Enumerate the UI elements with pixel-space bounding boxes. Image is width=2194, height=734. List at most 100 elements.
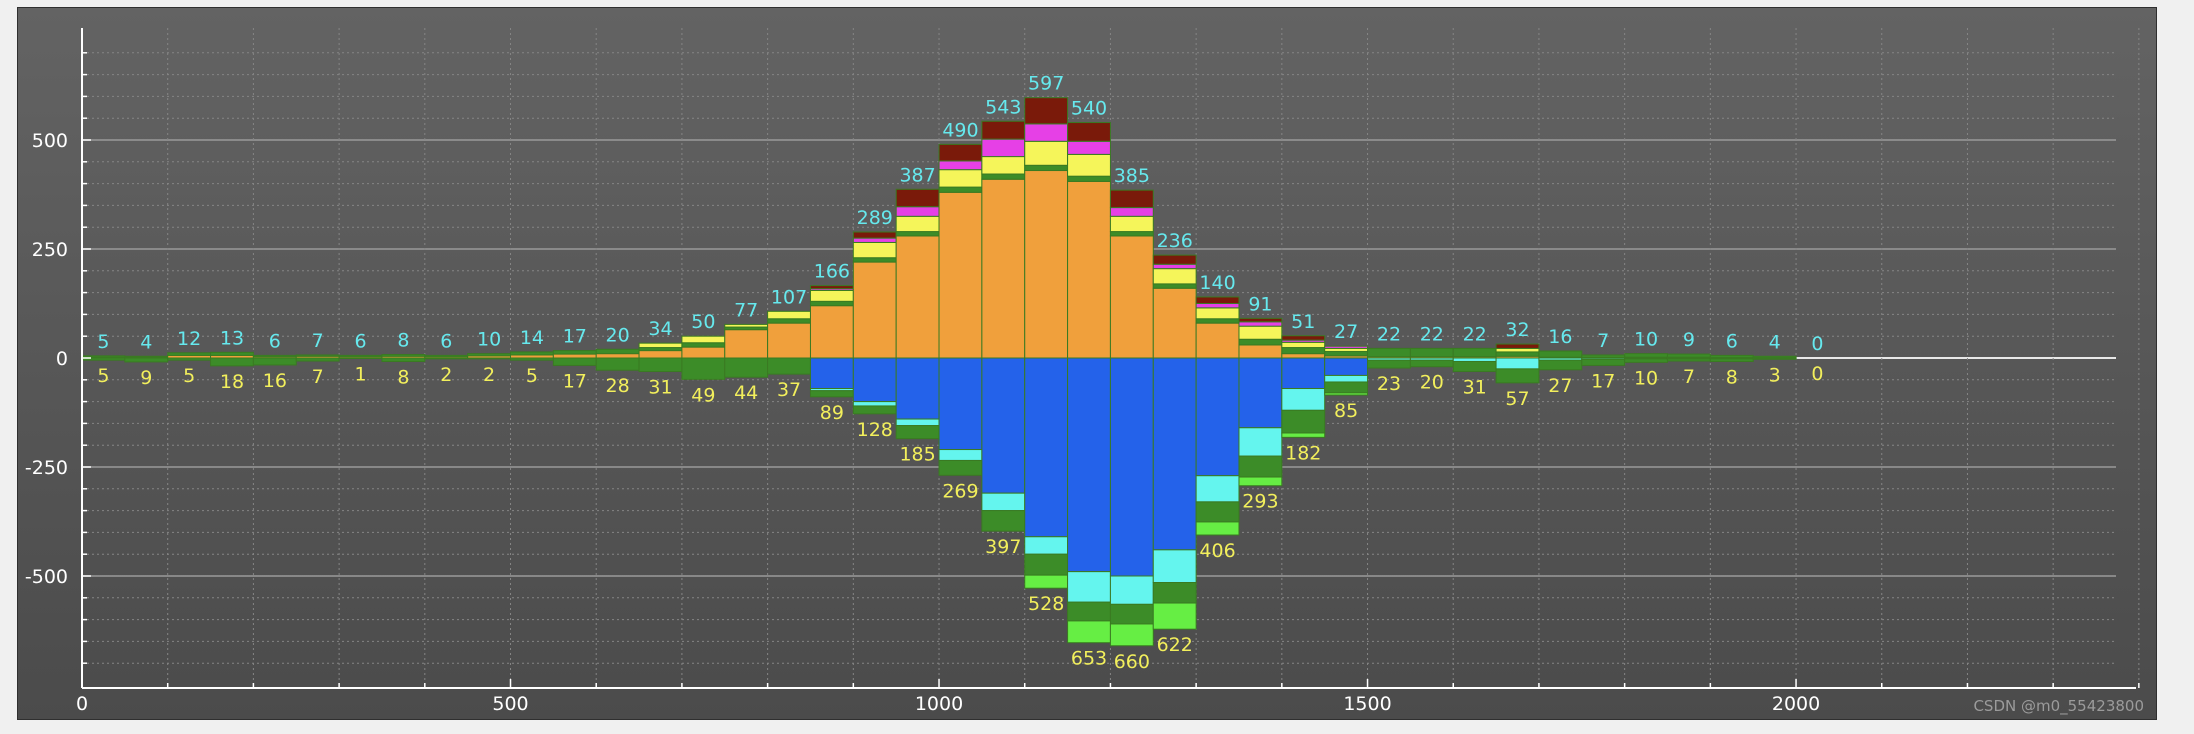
bar-segment-positive	[981, 138, 1026, 158]
bar-segment-positive	[1152, 254, 1197, 265]
bar-segment-positive	[552, 350, 597, 355]
bar-segment-negative	[1624, 358, 1668, 363]
positive-total-label: 22	[1420, 323, 1444, 345]
bar-segment-negative	[1152, 357, 1197, 551]
bar-segment-negative	[938, 459, 983, 476]
negative-total-label: 128	[857, 419, 893, 441]
bar-segment-positive	[595, 353, 640, 359]
negative-total-label: 9	[140, 367, 152, 389]
bar-segment-positive	[1495, 347, 1540, 353]
bar-segment-positive	[1195, 318, 1240, 324]
bar-segment-negative	[1152, 602, 1197, 630]
bar-segment-positive	[1195, 322, 1240, 359]
bar-segment-positive	[1195, 296, 1240, 304]
bar-segment-negative	[1238, 427, 1283, 457]
bar-segment-positive	[1152, 263, 1197, 270]
negative-total-label: 8	[397, 366, 409, 388]
positive-total-label: 7	[1597, 330, 1609, 352]
negative-total-label: 23	[1377, 373, 1401, 395]
bar-segment-negative	[381, 357, 426, 362]
negative-total-label: 10	[1634, 367, 1658, 389]
negative-total-label: 2	[440, 364, 452, 386]
bar-segment-positive	[1324, 350, 1369, 357]
bar-segment-positive	[1495, 343, 1540, 349]
bar-segment-negative	[252, 357, 297, 366]
bar-segment-negative	[1109, 575, 1154, 605]
bar-segment-positive	[895, 188, 940, 208]
negative-total-label: 7	[1683, 366, 1695, 388]
positive-total-label: 6	[354, 330, 366, 352]
bar-segment-negative	[852, 401, 897, 407]
positive-total-label: 17	[563, 326, 587, 348]
negative-total-label: 89	[820, 402, 844, 424]
positive-total-label: 597	[1028, 73, 1064, 95]
negative-total-label: 27	[1548, 375, 1572, 397]
bar-segment-positive	[167, 352, 212, 356]
bar-segment-negative	[1067, 601, 1111, 622]
negative-total-label: 18	[220, 371, 244, 393]
bar-segment-negative	[1024, 536, 1069, 555]
bar-segment-negative	[1666, 358, 1711, 362]
bar-segment-positive	[767, 318, 811, 324]
bar-segment-negative	[338, 357, 383, 359]
bar-segment-positive	[1067, 175, 1111, 182]
x-tick-label: 2000	[1772, 693, 1820, 715]
bar-segment-positive	[767, 322, 811, 359]
positive-total-label: 91	[1248, 293, 1272, 315]
bar-segment-positive	[681, 335, 726, 344]
bar-segment-negative	[1109, 603, 1154, 625]
bars-layer	[81, 97, 1797, 647]
bar-segment-positive	[809, 285, 854, 290]
bar-segment-negative	[1452, 360, 1497, 373]
y-tick-label: -250	[25, 457, 68, 479]
bar-segment-positive	[1024, 170, 1069, 359]
bar-segment-negative	[1538, 359, 1583, 371]
positive-total-label: 387	[899, 164, 935, 186]
bar-segment-negative	[167, 357, 212, 361]
bar-segment-positive	[767, 310, 811, 320]
bar-segment-positive	[1024, 164, 1069, 172]
positive-total-label: 10	[1634, 329, 1658, 351]
bar-segment-positive	[852, 231, 897, 239]
positive-total-label: 12	[177, 328, 201, 350]
bar-segment-negative	[210, 357, 254, 367]
positive-total-label: 14	[520, 327, 544, 349]
positive-total-label: 166	[814, 261, 850, 283]
bar-segment-negative	[724, 357, 769, 378]
bar-segment-positive	[1538, 350, 1583, 358]
bar-segment-negative	[1024, 574, 1069, 589]
bar-segment-negative	[809, 357, 854, 390]
bar-segment-positive	[1067, 153, 1111, 177]
bar-segment-negative	[1067, 357, 1111, 573]
bar-segment-positive	[552, 353, 597, 359]
bar-segment-positive	[1709, 354, 1754, 359]
x-tick-label: 500	[492, 693, 528, 715]
y-tick-label: 500	[32, 130, 68, 152]
negative-total-label: 5	[97, 365, 109, 387]
bar-segment-negative	[1281, 357, 1326, 390]
negative-total-label: 5	[526, 365, 538, 387]
bar-segment-positive	[895, 235, 940, 359]
bar-segment-positive	[1109, 189, 1154, 209]
bar-segment-positive	[1109, 207, 1154, 217]
bar-segment-positive	[1152, 283, 1197, 289]
bar-segment-negative	[295, 357, 340, 362]
bar-segment-negative	[1324, 357, 1369, 376]
bar-segment-negative	[1709, 358, 1754, 362]
bar-segment-negative	[638, 357, 683, 373]
bar-segment-positive	[681, 342, 726, 348]
bar-segment-positive	[724, 329, 769, 359]
bar-segment-negative	[424, 357, 469, 360]
positive-total-label: 34	[648, 318, 672, 340]
positive-total-label: 4	[140, 331, 152, 353]
positive-total-label: 9	[1683, 329, 1695, 351]
bar-segment-positive	[852, 237, 897, 243]
bar-segment-negative	[938, 357, 983, 451]
bar-segment-positive	[1024, 97, 1069, 125]
bar-segment-negative	[1024, 357, 1069, 538]
bar-segment-negative	[1367, 359, 1411, 369]
negative-total-label: 0	[1811, 363, 1823, 385]
bar-segment-negative	[1324, 381, 1369, 394]
